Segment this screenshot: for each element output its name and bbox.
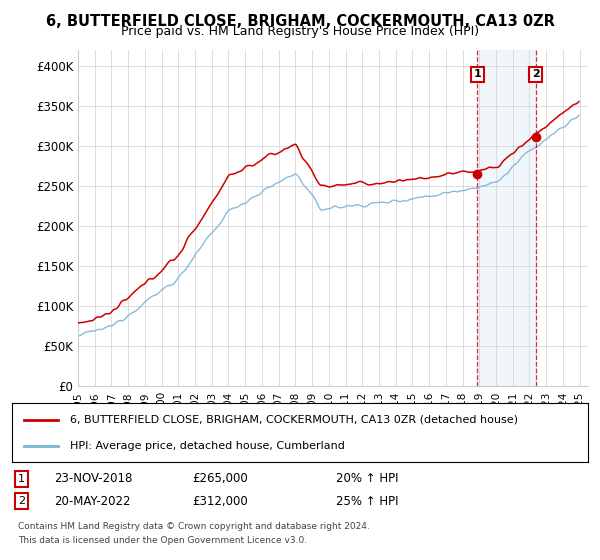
Bar [477,50,536,386]
Text: Price paid vs. HM Land Registry's House Price Index (HPI): Price paid vs. HM Land Registry's House … [121,25,479,38]
Text: 2: 2 [18,496,25,506]
Text: 20-MAY-2022: 20-MAY-2022 [54,494,131,508]
Text: £265,000: £265,000 [192,472,248,486]
Text: 6, BUTTERFIELD CLOSE, BRIGHAM, COCKERMOUTH, CA13 0ZR: 6, BUTTERFIELD CLOSE, BRIGHAM, COCKERMOU… [46,14,554,29]
Text: 1: 1 [18,474,25,484]
Text: 23-NOV-2018: 23-NOV-2018 [54,472,133,486]
Text: 6, BUTTERFIELD CLOSE, BRIGHAM, COCKERMOUTH, CA13 0ZR (detached house): 6, BUTTERFIELD CLOSE, BRIGHAM, COCKERMOU… [70,414,518,424]
Text: 2: 2 [532,69,539,80]
Text: £312,000: £312,000 [192,494,248,508]
Text: Contains HM Land Registry data © Crown copyright and database right 2024.: Contains HM Land Registry data © Crown c… [18,522,370,531]
Text: 1: 1 [473,69,481,80]
Text: 20% ↑ HPI: 20% ↑ HPI [336,472,398,486]
Text: HPI: Average price, detached house, Cumberland: HPI: Average price, detached house, Cumb… [70,441,344,451]
Text: 25% ↑ HPI: 25% ↑ HPI [336,494,398,508]
Text: This data is licensed under the Open Government Licence v3.0.: This data is licensed under the Open Gov… [18,536,307,545]
